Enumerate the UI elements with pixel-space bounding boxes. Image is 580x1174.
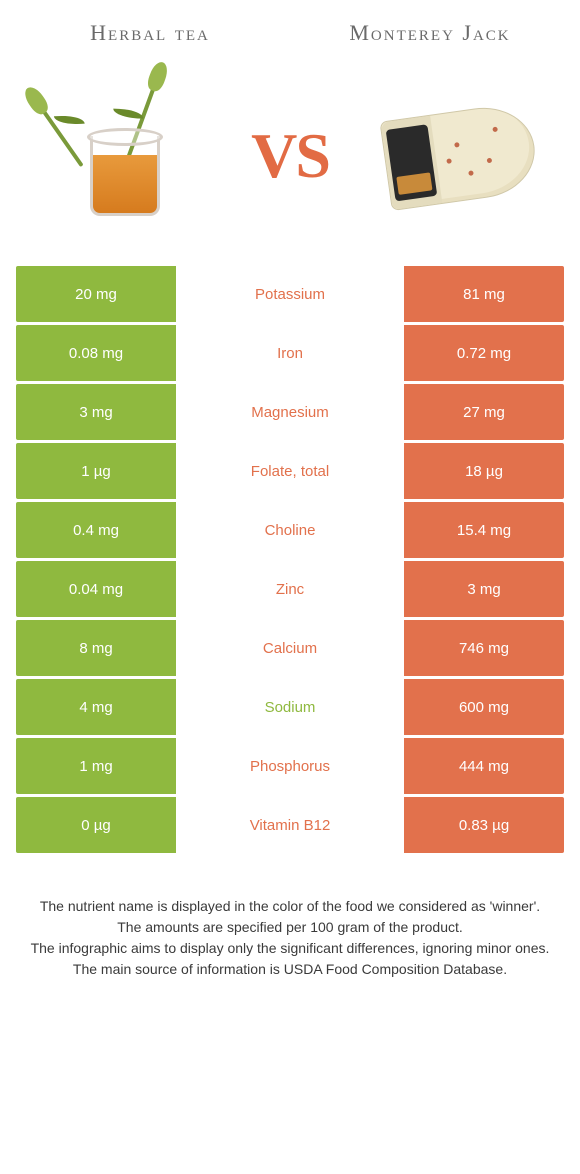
left-value: 0.04 mg xyxy=(16,561,176,617)
right-value: 18 µg xyxy=(404,443,564,499)
cheese-icon xyxy=(375,96,545,216)
left-value: 8 mg xyxy=(16,620,176,676)
right-value: 0.72 mg xyxy=(404,325,564,381)
tea-icon xyxy=(70,96,170,216)
nutrient-name: Phosphorus xyxy=(176,738,404,794)
footer-line: The amounts are specified per 100 gram o… xyxy=(30,917,550,938)
right-value: 3 mg xyxy=(404,561,564,617)
table-row: 0.04 mgZinc3 mg xyxy=(16,561,564,617)
left-food-image xyxy=(30,66,210,246)
left-value: 0.08 mg xyxy=(16,325,176,381)
nutrient-name: Sodium xyxy=(176,679,404,735)
footer-line: The nutrient name is displayed in the co… xyxy=(30,896,550,917)
images-row: VS xyxy=(0,56,580,266)
table-row: 0.08 mgIron0.72 mg xyxy=(16,325,564,381)
right-value: 444 mg xyxy=(404,738,564,794)
right-value: 600 mg xyxy=(404,679,564,735)
left-value: 0.4 mg xyxy=(16,502,176,558)
right-food-image xyxy=(370,66,550,246)
header: Herbal tea Monterey Jack xyxy=(0,0,580,56)
comparison-table: 20 mgPotassium81 mg0.08 mgIron0.72 mg3 m… xyxy=(0,266,580,853)
left-value: 1 mg xyxy=(16,738,176,794)
nutrient-name: Calcium xyxy=(176,620,404,676)
right-value: 27 mg xyxy=(404,384,564,440)
table-row: 1 µgFolate, total18 µg xyxy=(16,443,564,499)
table-row: 3 mgMagnesium27 mg xyxy=(16,384,564,440)
nutrient-name: Zinc xyxy=(176,561,404,617)
vs-label: VS xyxy=(251,119,329,193)
footer-line: The main source of information is USDA F… xyxy=(30,959,550,980)
right-value: 81 mg xyxy=(404,266,564,322)
right-value: 15.4 mg xyxy=(404,502,564,558)
nutrient-name: Iron xyxy=(176,325,404,381)
nutrient-name: Potassium xyxy=(176,266,404,322)
right-title: Monterey Jack xyxy=(320,20,540,46)
table-row: 0.4 mgCholine15.4 mg xyxy=(16,502,564,558)
table-row: 1 mgPhosphorus444 mg xyxy=(16,738,564,794)
table-row: 0 µgVitamin B120.83 µg xyxy=(16,797,564,853)
footer-notes: The nutrient name is displayed in the co… xyxy=(0,856,580,980)
left-value: 3 mg xyxy=(16,384,176,440)
right-value: 746 mg xyxy=(404,620,564,676)
left-value: 4 mg xyxy=(16,679,176,735)
left-value: 0 µg xyxy=(16,797,176,853)
right-value: 0.83 µg xyxy=(404,797,564,853)
left-value: 20 mg xyxy=(16,266,176,322)
left-value: 1 µg xyxy=(16,443,176,499)
table-row: 20 mgPotassium81 mg xyxy=(16,266,564,322)
left-title: Herbal tea xyxy=(40,20,260,46)
nutrient-name: Folate, total xyxy=(176,443,404,499)
nutrient-name: Magnesium xyxy=(176,384,404,440)
table-row: 4 mgSodium600 mg xyxy=(16,679,564,735)
nutrient-name: Vitamin B12 xyxy=(176,797,404,853)
nutrient-name: Choline xyxy=(176,502,404,558)
footer-line: The infographic aims to display only the… xyxy=(30,938,550,959)
table-row: 8 mgCalcium746 mg xyxy=(16,620,564,676)
